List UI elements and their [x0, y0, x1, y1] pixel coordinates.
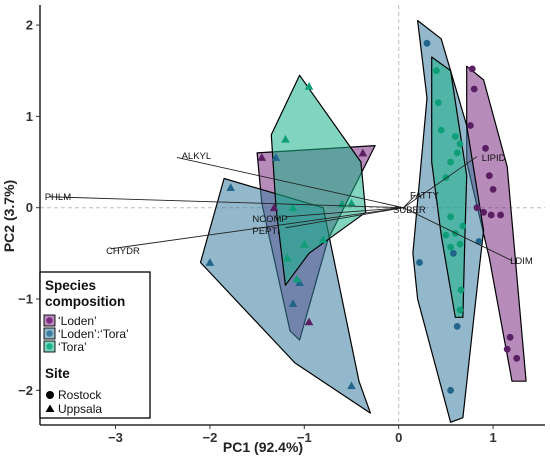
point-tora-uppsala [318, 235, 328, 244]
point-lt-rostock [447, 386, 454, 394]
legend-species-title-line2: composition [45, 294, 125, 309]
point-tora-rostock [457, 286, 465, 294]
point-tora-uppsala [304, 81, 314, 90]
point-loden-uppsala [269, 203, 279, 212]
point-loden-uppsala [257, 153, 267, 161]
legend-species-loden-tora: ‘Loden’:‘Tora’ [58, 327, 129, 341]
loading-label-pepti: PEPTI [252, 226, 279, 237]
point-tora-rostock [447, 243, 454, 251]
point-lt-uppsala [347, 381, 356, 390]
legend-key-tora-dot [46, 343, 53, 350]
legend-species-tora: ‘Tora’ [58, 340, 87, 354]
hull-tora-uppsala [270, 74, 367, 286]
point-lt-rostock [453, 323, 461, 330]
data-points [205, 39, 521, 394]
loading-arrow-lipid [403, 156, 478, 209]
x-tick-label: −3 [108, 430, 123, 445]
loading-label-phlm: PHLM [45, 192, 71, 203]
y-axis-title: PC2 (3.7%) [1, 180, 17, 252]
y-tick-label: 0 [26, 200, 33, 215]
legend-key-rostock-circle [46, 391, 54, 399]
point-tora-uppsala [288, 203, 298, 212]
loading-arrow-ncomp [285, 207, 404, 218]
x-tick-label: −1 [297, 430, 312, 445]
point-tora-uppsala [299, 239, 309, 248]
point-tora-uppsala [281, 134, 290, 143]
loading-arrow-ldim [403, 207, 513, 262]
point-lt-rostock [416, 259, 423, 266]
x-axis-title: PC1 (92.4%) [223, 439, 303, 455]
y-tick-label: −1 [18, 292, 33, 307]
point-lt-uppsala [271, 153, 281, 161]
loading-arrow-pepti [285, 207, 404, 229]
point-lt-uppsala [288, 299, 298, 308]
point-loden-rostock [503, 345, 511, 353]
legend-species-title-line1: Species [45, 278, 96, 293]
loading-label-ncomp: NCOMP [252, 214, 287, 225]
point-tora-uppsala [347, 198, 356, 207]
point-loden-rostock [487, 211, 495, 219]
point-tora-rostock [456, 306, 464, 314]
legend-box [39, 271, 151, 419]
point-lt-uppsala [226, 183, 235, 192]
point-tora-rostock [459, 222, 467, 230]
point-tora-rostock [433, 67, 440, 75]
point-tora-rostock [453, 149, 461, 157]
x-tick-label: −2 [202, 430, 217, 445]
legend-species-loden: ‘Loden’ [58, 314, 97, 328]
point-loden-rostock [482, 144, 489, 152]
point-loden-rostock [497, 211, 504, 219]
legend-site-uppsala: Uppsala [58, 402, 102, 416]
x-tick-label: 0 [395, 430, 402, 445]
loading-arrow-fatty [403, 194, 417, 209]
loading-label-ldim: LDIM [510, 256, 533, 267]
point-loden-uppsala [358, 148, 368, 157]
legend-key-loden-dot [46, 317, 53, 324]
legend: Species composition ‘Loden’ ‘Loden’:‘Tor… [39, 271, 151, 419]
loading-label-chydr: CHYDR [106, 246, 140, 257]
y-tick-label: 2 [26, 18, 33, 33]
point-lt-rostock [475, 238, 483, 245]
loading-label-fatty: FATTY [410, 190, 440, 201]
point-tora-rostock [437, 126, 445, 134]
point-tora-rostock [442, 231, 450, 239]
y-tick-label: 1 [26, 109, 33, 124]
point-loden-rostock [489, 186, 497, 193]
point-loden-rostock [467, 122, 474, 129]
legend-site-title: Site [45, 366, 70, 381]
loading-arrow-alkyl [176, 157, 404, 209]
point-loden-rostock [480, 208, 487, 216]
legend-site-rostock: Rostock [58, 388, 102, 402]
point-loden-rostock [468, 65, 476, 73]
point-lt-rostock [423, 39, 431, 47]
loading-arrow-chydr [110, 207, 404, 250]
point-lt-rostock [450, 249, 457, 257]
point-loden-rostock [470, 85, 478, 93]
point-tora-rostock [447, 213, 454, 221]
point-loden-uppsala [304, 317, 314, 326]
loading-arrow-phlm [49, 196, 404, 209]
legend-key-uppsala-triangle [45, 404, 55, 412]
point-tora-rostock [456, 140, 464, 148]
point-loden-rostock [506, 333, 514, 341]
point-loden-rostock [485, 172, 493, 180]
point-tora-uppsala [292, 274, 302, 283]
legend-key-loden-tora-dot [46, 330, 53, 337]
point-tora-rostock [456, 240, 464, 248]
point-lt-uppsala [205, 258, 215, 266]
x-tick-label: 1 [489, 430, 496, 445]
point-loden-rostock [513, 354, 521, 362]
point-loden-rostock [473, 204, 481, 212]
y-tick-label: −2 [18, 383, 33, 398]
point-tora-rostock [447, 158, 454, 166]
point-tora-uppsala [283, 253, 292, 262]
convex-hulls [199, 19, 527, 423]
point-tora-rostock [451, 133, 459, 140]
loading-vectors: ALKYLPHLMCHYDRNCOMPPEPTILIPIDFATTYSUBERL… [45, 151, 533, 267]
loading-label-alkyl: ALKYL [182, 151, 212, 162]
loading-label-lipid: LIPID [482, 153, 506, 164]
point-tora-rostock [434, 99, 442, 107]
